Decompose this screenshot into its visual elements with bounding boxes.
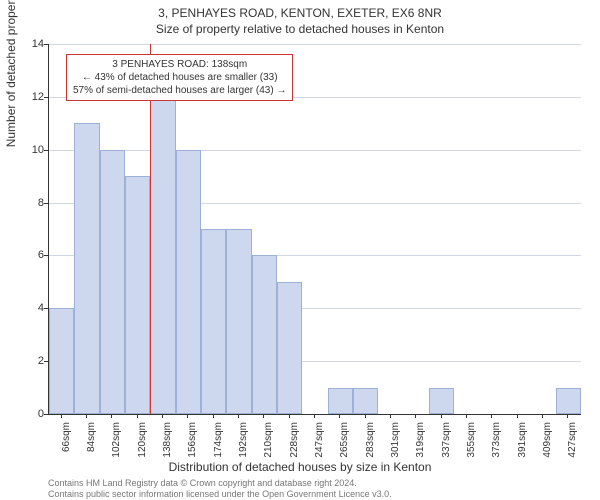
gridline bbox=[49, 150, 581, 151]
x-tick-mark bbox=[162, 414, 163, 418]
x-tick-mark bbox=[542, 414, 543, 418]
y-axis-label: Number of detached properties bbox=[4, 0, 18, 147]
x-tick-label: 427sqm bbox=[567, 422, 578, 462]
footer-line2: Contains public sector information licen… bbox=[48, 489, 392, 500]
histogram-bar bbox=[100, 150, 125, 414]
x-tick-label: 355sqm bbox=[466, 422, 477, 462]
x-tick-mark bbox=[441, 414, 442, 418]
x-tick-label: 283sqm bbox=[365, 422, 376, 462]
histogram-bar bbox=[353, 388, 378, 414]
x-tick-mark bbox=[567, 414, 568, 418]
x-tick-mark bbox=[238, 414, 239, 418]
histogram-bar bbox=[277, 282, 302, 414]
x-tick-mark bbox=[111, 414, 112, 418]
histogram-bar bbox=[49, 308, 74, 414]
y-tick-label: 6 bbox=[14, 249, 44, 261]
y-tick-mark bbox=[44, 308, 48, 309]
histogram-bar bbox=[201, 229, 226, 414]
x-tick-mark bbox=[213, 414, 214, 418]
x-tick-label: 247sqm bbox=[314, 422, 325, 462]
x-tick-label: 301sqm bbox=[390, 422, 401, 462]
x-tick-label: 102sqm bbox=[111, 422, 122, 462]
x-tick-mark bbox=[491, 414, 492, 418]
annotation-box: 3 PENHAYES ROAD: 138sqm← 43% of detached… bbox=[66, 54, 293, 101]
footer-attribution: Contains HM Land Registry data © Crown c… bbox=[48, 478, 392, 500]
chart-title-line1: 3, PENHAYES ROAD, KENTON, EXETER, EX6 8N… bbox=[0, 6, 600, 20]
annotation-line2: ← 43% of detached houses are smaller (33… bbox=[73, 71, 286, 84]
y-tick-label: 0 bbox=[14, 408, 44, 420]
x-tick-label: 373sqm bbox=[491, 422, 502, 462]
x-tick-mark bbox=[61, 414, 62, 418]
x-tick-mark bbox=[263, 414, 264, 418]
annotation-line3: 57% of semi-detached houses are larger (… bbox=[73, 84, 286, 97]
x-tick-mark bbox=[466, 414, 467, 418]
y-tick-label: 4 bbox=[14, 302, 44, 314]
x-tick-label: 156sqm bbox=[187, 422, 198, 462]
x-tick-label: 319sqm bbox=[415, 422, 426, 462]
x-tick-label: 192sqm bbox=[238, 422, 249, 462]
x-tick-label: 337sqm bbox=[441, 422, 452, 462]
x-tick-mark bbox=[314, 414, 315, 418]
x-tick-label: 409sqm bbox=[542, 422, 553, 462]
x-axis-label: Distribution of detached houses by size … bbox=[0, 460, 600, 474]
histogram-bar bbox=[150, 97, 175, 414]
chart-title-line2: Size of property relative to detached ho… bbox=[0, 22, 600, 36]
x-tick-label: 210sqm bbox=[263, 422, 274, 462]
x-tick-label: 265sqm bbox=[339, 422, 350, 462]
histogram-bar bbox=[556, 388, 581, 414]
y-tick-mark bbox=[44, 414, 48, 415]
x-tick-label: 66sqm bbox=[61, 422, 72, 462]
y-tick-mark bbox=[44, 97, 48, 98]
x-tick-mark bbox=[339, 414, 340, 418]
x-tick-mark bbox=[365, 414, 366, 418]
histogram-bar bbox=[252, 255, 277, 414]
gridline bbox=[49, 44, 581, 45]
histogram-bar bbox=[74, 123, 99, 414]
annotation-line1: 3 PENHAYES ROAD: 138sqm bbox=[73, 58, 286, 71]
x-tick-mark bbox=[137, 414, 138, 418]
x-tick-mark bbox=[86, 414, 87, 418]
x-tick-mark bbox=[187, 414, 188, 418]
x-tick-mark bbox=[289, 414, 290, 418]
y-tick-label: 14 bbox=[14, 38, 44, 50]
y-tick-label: 10 bbox=[14, 144, 44, 156]
x-tick-label: 174sqm bbox=[213, 422, 224, 462]
x-tick-label: 228sqm bbox=[289, 422, 300, 462]
histogram-bar bbox=[328, 388, 353, 414]
histogram-bar bbox=[176, 150, 201, 414]
histogram-bar bbox=[429, 388, 454, 414]
y-tick-label: 8 bbox=[14, 197, 44, 209]
x-tick-mark bbox=[517, 414, 518, 418]
y-tick-mark bbox=[44, 255, 48, 256]
x-tick-label: 120sqm bbox=[137, 422, 148, 462]
x-tick-label: 84sqm bbox=[86, 422, 97, 462]
histogram-bar bbox=[125, 176, 150, 414]
y-tick-label: 2 bbox=[14, 355, 44, 367]
x-tick-mark bbox=[390, 414, 391, 418]
y-tick-mark bbox=[44, 361, 48, 362]
y-tick-mark bbox=[44, 203, 48, 204]
footer-line1: Contains HM Land Registry data © Crown c… bbox=[48, 478, 392, 489]
x-tick-label: 391sqm bbox=[517, 422, 528, 462]
y-tick-mark bbox=[44, 44, 48, 45]
y-tick-mark bbox=[44, 150, 48, 151]
y-tick-label: 12 bbox=[14, 91, 44, 103]
histogram-bar bbox=[226, 229, 251, 414]
x-tick-mark bbox=[415, 414, 416, 418]
x-tick-label: 138sqm bbox=[162, 422, 173, 462]
